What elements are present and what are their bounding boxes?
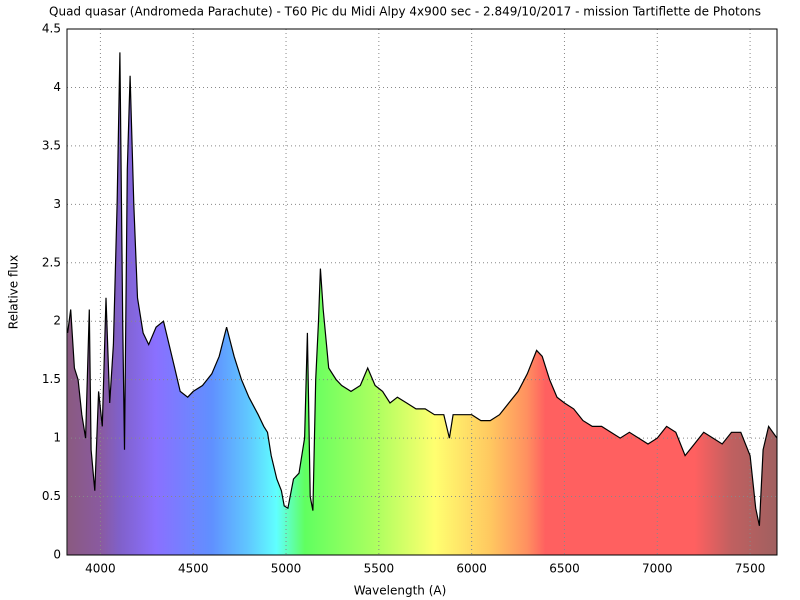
spectrum-area — [67, 52, 778, 556]
x-tick-label: 7000 — [642, 562, 673, 576]
y-tick-label: 1.5 — [42, 372, 61, 386]
x-axis-label: Wavelength (A) — [354, 584, 447, 598]
y-tick-label: 3 — [53, 197, 61, 211]
x-tick-label: 5000 — [271, 562, 302, 576]
chart-title: Quad quasar (Andromeda Parachute) - T60 … — [49, 5, 761, 19]
y-tick-label: 4.5 — [42, 22, 61, 36]
y-tick-label: 3.5 — [42, 138, 61, 152]
plot-area — [67, 28, 778, 556]
x-tick-label: 7500 — [735, 562, 766, 576]
y-tick-label: 2 — [53, 314, 61, 328]
y-tick-label: 2.5 — [42, 255, 61, 269]
x-tick-label: 4500 — [178, 562, 209, 576]
x-tick-label: 4000 — [85, 562, 116, 576]
x-tick-label: 6000 — [456, 562, 487, 576]
y-axis-label: Relative flux — [7, 255, 21, 329]
x-tick-label: 5500 — [364, 562, 395, 576]
x-tick-label: 6500 — [549, 562, 580, 576]
y-tick-label: 4 — [53, 80, 61, 94]
y-tick-label: 0 — [53, 548, 61, 562]
y-tick-label: 0.5 — [42, 489, 61, 503]
plot-frame — [66, 28, 778, 556]
spectrum-line — [67, 52, 778, 526]
y-tick-label: 1 — [53, 431, 61, 445]
